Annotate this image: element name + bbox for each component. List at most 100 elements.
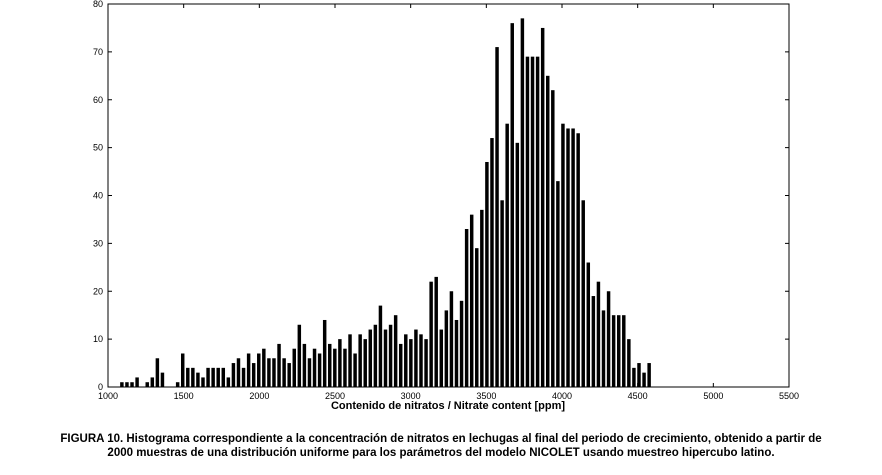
y-tick-label: 70 [93,47,103,57]
histogram-bar [500,200,504,387]
histogram-bar [510,23,514,388]
histogram-bar [145,382,149,387]
histogram-bar [616,315,621,387]
histogram-bar [388,324,393,387]
histogram-bar [322,319,327,387]
histogram-bar [571,128,575,387]
histogram-bar [231,363,236,387]
histogram-bar [353,353,357,387]
histogram-bar [601,310,606,387]
histogram-bar [535,56,540,387]
y-tick-label: 50 [93,143,103,153]
histogram-bar [606,291,611,387]
histogram-bar [581,200,585,387]
histogram-bar [556,181,560,387]
histogram-bar [333,348,337,387]
histogram-bar [647,363,651,387]
histogram-bar [180,353,185,387]
histogram-bar [196,372,200,387]
y-axis: 0 10 20 30 40 50 60 70 80 [93,0,789,392]
histogram-bar [292,348,296,387]
histogram-bar [505,123,509,387]
histogram-bar [642,372,646,387]
histogram-bar [206,367,210,387]
histogram-bar [454,319,459,387]
histogram-bar [561,123,565,387]
histogram-bar [515,142,520,387]
histogram-bar [475,248,479,387]
histogram-bar [464,229,469,387]
histogram-bar [191,367,195,387]
histogram-bar [551,90,555,388]
figure-caption-line-1: FIGURA 10. Histograma correspondiente a … [60,433,822,445]
histogram-bar [297,324,302,387]
histogram-bar [398,343,403,387]
histogram-bar [272,358,276,387]
histogram-bar [150,377,155,387]
histogram-bar [257,353,261,387]
histogram-bar [348,334,352,387]
histogram-bar [469,214,474,387]
histogram-bar [611,315,616,387]
x-tick-label: 3000 [401,391,421,401]
histogram-bar [480,209,484,387]
histogram-bar [317,353,322,387]
histogram-bar [429,281,433,387]
plot-area [107,3,790,388]
x-tick-label: 1000 [98,391,118,401]
histogram-bar [591,296,596,387]
histogram-bar [596,281,601,387]
histogram-chart: 1000 1500 2000 2500 3000 3500 4000 4500 5000 5500… [93,0,799,412]
histogram-bar [459,300,464,387]
histogram-bar [424,339,428,388]
histogram-bar [267,358,271,387]
histogram-bar [211,367,215,387]
histogram-bar [449,291,454,387]
histogram-bar [404,334,408,387]
histogram-bar [175,382,180,387]
histogram-bar [444,310,449,387]
x-tick-label: 3500 [476,391,496,401]
histogram-bar [135,377,139,387]
histogram-bar [434,276,438,387]
histogram-bar [307,358,312,387]
histogram-bar [368,329,373,387]
x-tick-label: 2000 [249,391,269,401]
histogram-bar [216,367,220,387]
y-tick-label: 30 [93,238,103,248]
y-tick-label: 10 [93,334,103,344]
histogram-bar [338,339,342,388]
histogram-bar [378,305,383,387]
histogram-bar [312,348,317,387]
histogram-bar [490,138,494,387]
histogram-bar [343,348,347,387]
histogram-bar [520,18,525,388]
histogram-bar [525,56,530,387]
histogram-bar [287,363,291,387]
histogram-bar [277,343,281,387]
histogram-bar [495,47,499,388]
histogram-bar [586,262,591,387]
histogram-bar [632,367,636,387]
histogram-bar [637,363,641,387]
histogram-bar [627,339,631,388]
bars-group [120,18,651,388]
histogram-bar [251,363,256,387]
histogram-bar [282,358,286,387]
histogram-bar [328,343,332,387]
histogram-bar [485,161,489,387]
histogram-bar [622,315,626,387]
histogram-bar [201,377,205,387]
y-tick-label: 20 [93,286,103,296]
x-axis: 1000 1500 2000 2500 3000 3500 4000 4500 5000 5500 [98,4,799,401]
histogram-bar [120,382,124,387]
histogram-bar [125,382,129,387]
histogram-bar [226,377,231,387]
histogram-bar [221,367,226,387]
histogram-bar [409,339,413,388]
y-tick-label: 80 [93,0,103,9]
histogram-bar [160,372,165,387]
histogram-bar [302,343,307,387]
figure-caption-line-2: 2000 muestras de una distribución unifor… [107,447,775,459]
x-tick-label: 1500 [174,391,194,401]
